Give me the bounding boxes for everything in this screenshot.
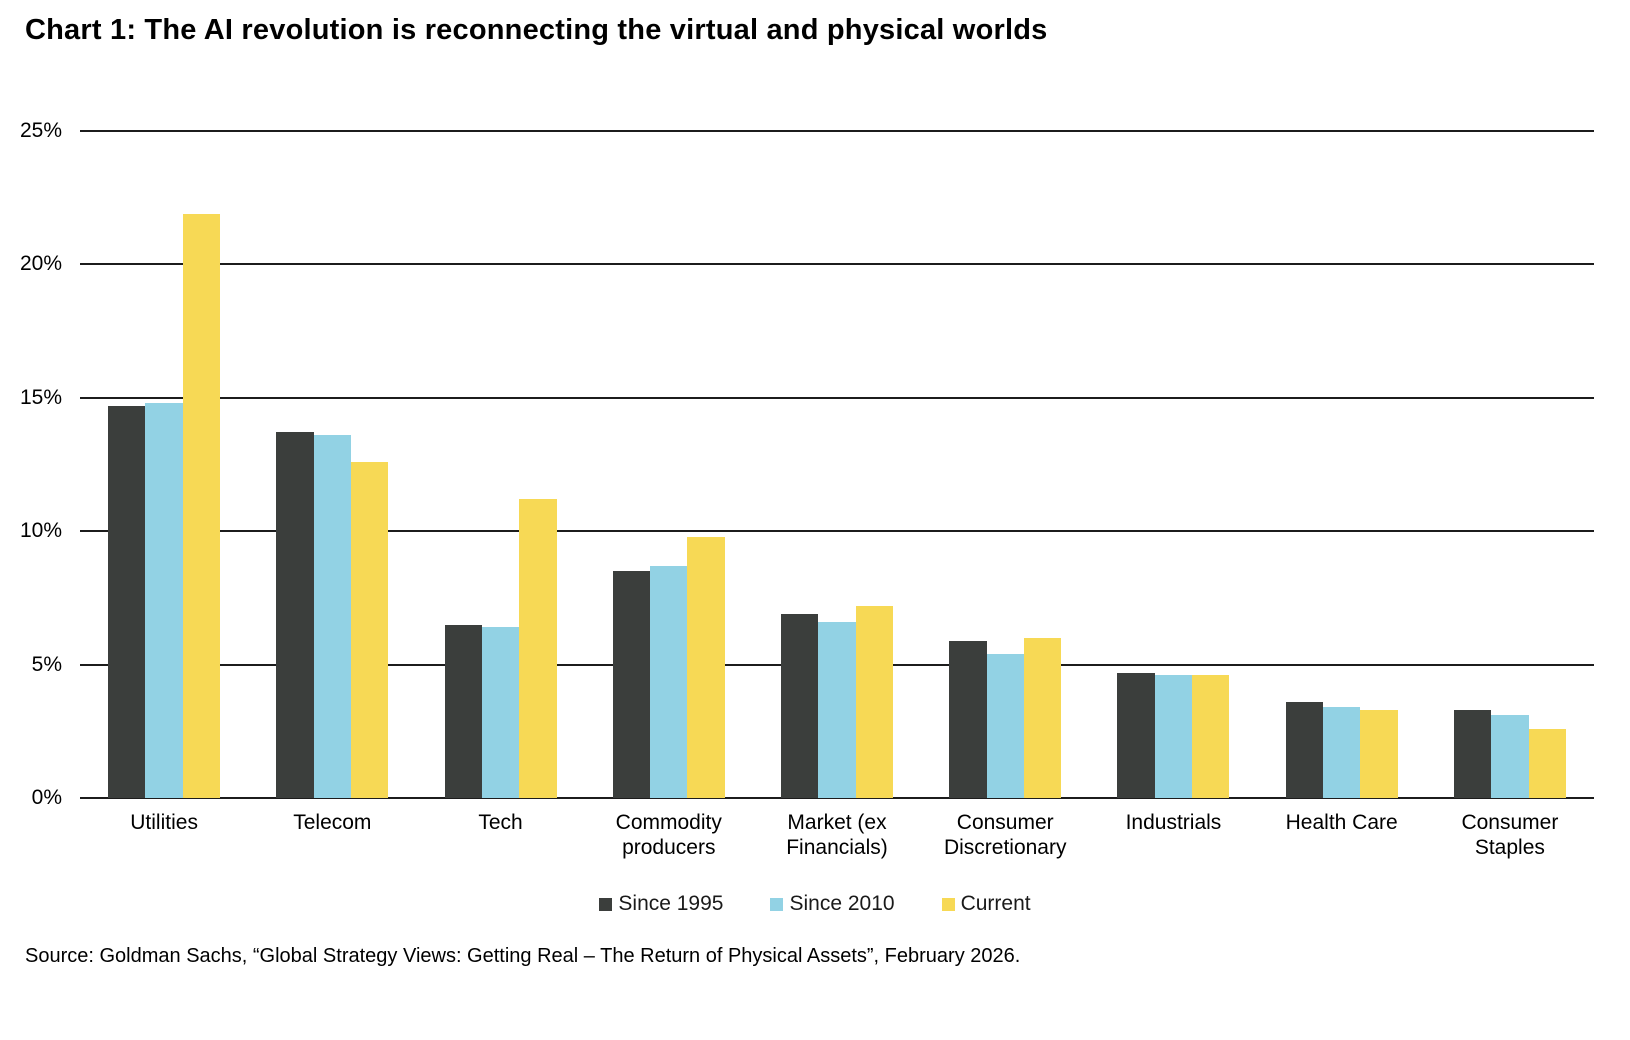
bar-group-6 — [949, 131, 1062, 798]
bar — [1491, 715, 1529, 798]
y-tick-label: 15% — [19, 385, 62, 409]
x-category-label: Market (ex Financials) — [786, 811, 888, 859]
bar — [855, 605, 893, 798]
chart-title: Chart 1: The AI revolution is reconnecti… — [25, 14, 1048, 46]
bar — [145, 403, 183, 798]
bar — [1453, 709, 1492, 798]
legend-label: Since 2010 — [789, 892, 895, 915]
y-tick-label: 10% — [19, 519, 62, 543]
legend-label: Current — [960, 892, 1031, 915]
bar — [1154, 675, 1193, 798]
x-category-label: Tech — [478, 811, 523, 834]
legend-item: Current — [941, 892, 1031, 916]
bar-group-5 — [781, 131, 893, 798]
bar — [444, 624, 482, 798]
bar — [313, 435, 351, 798]
bar-group-7 — [1117, 131, 1230, 798]
y-tick-label: 20% — [19, 252, 62, 276]
bar — [519, 499, 557, 798]
gridline-0% — [80, 797, 1594, 799]
bar — [986, 653, 1024, 798]
bar — [1192, 675, 1230, 798]
bar — [481, 627, 520, 798]
bar-group-2 — [276, 131, 389, 798]
gridline-15% — [80, 396, 1594, 399]
x-category-label: Industrials — [1125, 811, 1222, 834]
bar — [1117, 672, 1155, 798]
bar-group-1 — [108, 131, 221, 798]
source-note: Source: Goldman Sachs, “Global Strategy … — [25, 945, 1021, 967]
bar — [1528, 728, 1566, 798]
legend-marker-icon — [770, 897, 784, 911]
legend-marker-icon — [941, 897, 955, 911]
x-category-label: Consumer Discretionary — [943, 811, 1067, 859]
gridline-20% — [80, 263, 1594, 266]
y-tick-label: 25% — [19, 119, 62, 142]
bar — [1322, 707, 1361, 798]
bar — [612, 571, 651, 798]
y-tick-label: 0% — [31, 786, 62, 809]
legend-label: Since 1995 — [618, 892, 724, 915]
bar — [781, 613, 819, 798]
gridline-25% — [80, 130, 1594, 132]
bar — [687, 536, 725, 798]
bar — [350, 461, 389, 798]
bar — [818, 621, 856, 798]
bar — [949, 640, 987, 798]
bar — [276, 432, 314, 798]
bar — [1360, 709, 1398, 798]
bar — [108, 405, 146, 798]
x-category-label: Commodity producers — [615, 811, 722, 859]
legend-item: Since 1995 — [599, 892, 723, 916]
legend: Since 1995 Since 2010 Current — [0, 892, 1630, 916]
x-category-label: Utilities — [130, 811, 198, 834]
y-tick-label: 5% — [31, 652, 62, 676]
gridline-10% — [80, 530, 1594, 533]
bar — [650, 565, 688, 798]
bar-group-4 — [612, 131, 725, 798]
legend-marker-icon — [599, 897, 613, 911]
bar — [1285, 701, 1323, 798]
legend-item: Since 2010 — [770, 892, 895, 916]
bar — [182, 213, 221, 798]
x-category-label: Health Care — [1285, 811, 1398, 834]
x-category-label: Consumer Staples — [1461, 811, 1559, 859]
x-category-label: Telecom — [293, 811, 372, 834]
bar — [1023, 637, 1062, 798]
plot-area — [80, 130, 1594, 799]
bar-group-8 — [1285, 131, 1398, 798]
bar-group-3 — [444, 131, 557, 798]
bar-group-9 — [1453, 131, 1566, 798]
